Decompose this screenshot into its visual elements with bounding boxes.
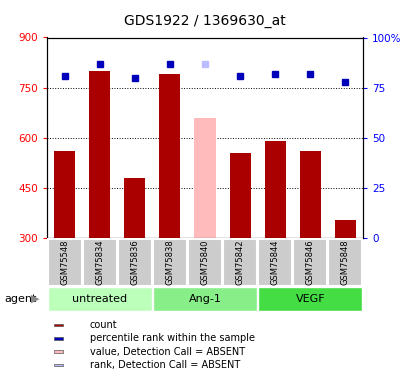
Bar	[54, 337, 63, 340]
Text: GSM75842: GSM75842	[235, 240, 244, 285]
Text: count: count	[90, 320, 117, 330]
Text: rank, Detection Call = ABSENT: rank, Detection Call = ABSENT	[90, 360, 240, 370]
Bar	[54, 151, 75, 238]
Bar	[194, 118, 215, 238]
FancyBboxPatch shape	[83, 238, 116, 286]
FancyBboxPatch shape	[48, 287, 151, 311]
FancyBboxPatch shape	[258, 238, 291, 286]
Text: GSM75834: GSM75834	[95, 240, 104, 285]
FancyBboxPatch shape	[258, 287, 361, 311]
FancyBboxPatch shape	[153, 238, 187, 286]
Bar	[334, 220, 355, 238]
Text: GSM75840: GSM75840	[200, 240, 209, 285]
Text: Ang-1: Ang-1	[188, 294, 221, 304]
Bar	[264, 141, 285, 238]
Text: agent: agent	[4, 294, 36, 304]
Text: ▶: ▶	[31, 294, 39, 304]
FancyBboxPatch shape	[118, 238, 151, 286]
FancyBboxPatch shape	[293, 238, 326, 286]
Text: GSM75846: GSM75846	[305, 240, 314, 285]
FancyBboxPatch shape	[188, 238, 221, 286]
Bar	[54, 363, 63, 366]
Text: GSM75848: GSM75848	[340, 240, 349, 285]
Bar	[89, 71, 110, 238]
Bar	[229, 153, 250, 238]
FancyBboxPatch shape	[222, 238, 256, 286]
FancyBboxPatch shape	[48, 238, 81, 286]
FancyBboxPatch shape	[328, 238, 361, 286]
Text: value, Detection Call = ABSENT: value, Detection Call = ABSENT	[90, 346, 245, 357]
Bar	[54, 350, 63, 353]
Bar	[124, 178, 145, 238]
Text: percentile rank within the sample: percentile rank within the sample	[90, 333, 254, 344]
Text: untreated: untreated	[72, 294, 127, 304]
Bar	[54, 324, 63, 327]
Text: GSM75844: GSM75844	[270, 240, 279, 285]
Text: GDS1922 / 1369630_at: GDS1922 / 1369630_at	[124, 14, 285, 28]
Text: GSM75836: GSM75836	[130, 240, 139, 285]
FancyBboxPatch shape	[153, 287, 256, 311]
Bar	[299, 151, 320, 238]
Text: GSM75838: GSM75838	[165, 240, 174, 285]
Bar	[159, 74, 180, 238]
Text: VEGF: VEGF	[295, 294, 324, 304]
Text: GSM75548: GSM75548	[60, 240, 69, 285]
